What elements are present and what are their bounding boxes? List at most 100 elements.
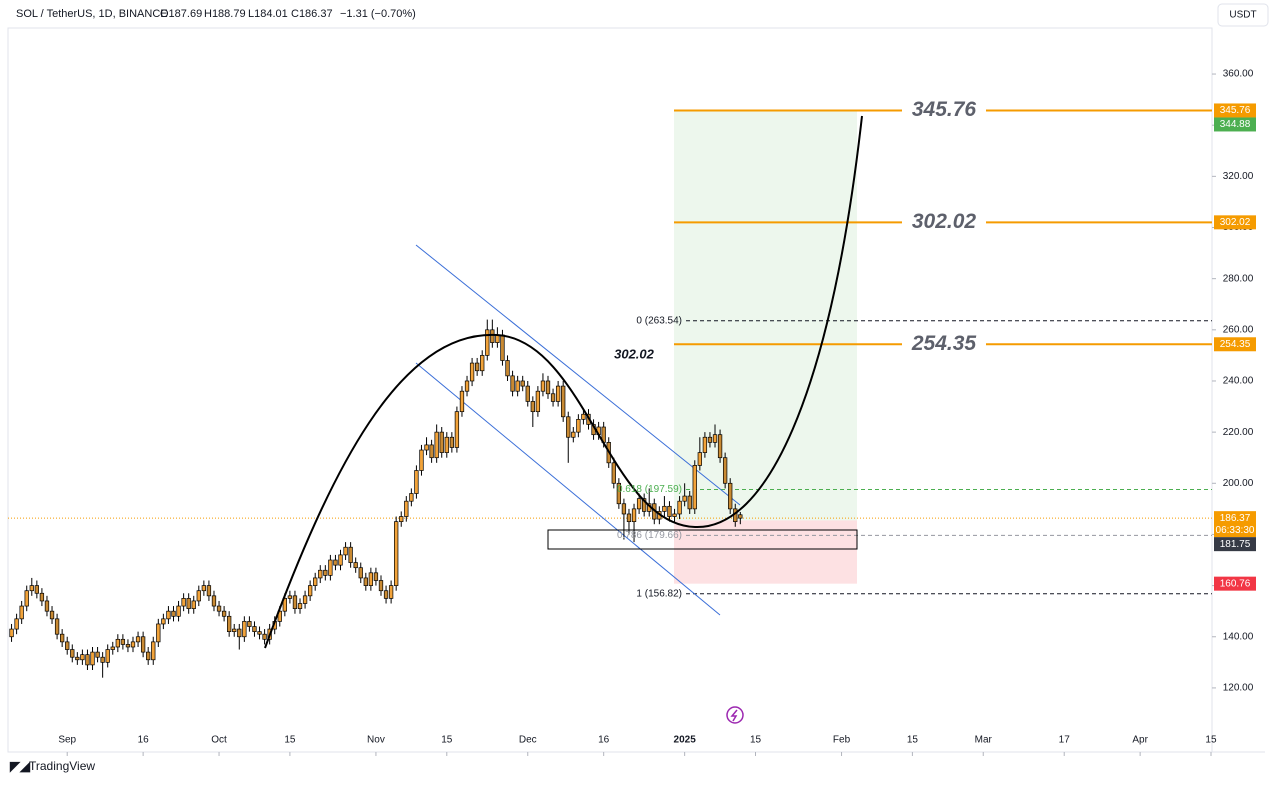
candle-body	[535, 390, 541, 413]
x-tick-label: 15	[284, 735, 296, 746]
candle-body	[323, 569, 328, 576]
candle-body	[29, 585, 34, 592]
candle-body	[232, 628, 237, 632]
ohlc-high: H188.79	[204, 8, 246, 20]
candle-body	[621, 503, 627, 515]
candle-body	[424, 444, 429, 451]
candle-body	[181, 598, 186, 607]
price-label	[1214, 103, 1256, 118]
y-tick-label: 220.00	[1223, 427, 1254, 438]
candle-body	[221, 610, 227, 617]
candle-body	[702, 436, 708, 453]
candle-body	[120, 638, 126, 645]
y-tick-label: 140.00	[1223, 631, 1254, 642]
event-icon-bolt	[730, 709, 738, 722]
candle-body	[682, 495, 687, 502]
candle-body	[80, 654, 85, 661]
candle-body	[373, 572, 379, 581]
candle-body	[434, 431, 439, 459]
candle-body	[95, 651, 100, 658]
candle-body	[19, 605, 24, 620]
candle-body	[252, 626, 257, 632]
currency[interactable]: USDT	[1229, 10, 1256, 21]
cup-curve	[264, 115, 863, 649]
candle-body	[247, 621, 252, 627]
candle-body	[358, 567, 363, 579]
candle-body	[186, 598, 191, 609]
candle-body	[90, 651, 95, 666]
x-tick-label: Mar	[975, 735, 993, 746]
x-tick-label: 15	[1205, 735, 1217, 746]
footer-brand: TradingView	[29, 759, 95, 773]
candle-body	[449, 436, 454, 448]
fib-label: 0.618 (197.59)	[617, 484, 682, 495]
fib-label: 0 (263.54)	[636, 315, 682, 326]
candle-body	[378, 580, 384, 592]
price-label	[1214, 537, 1256, 552]
candle-body	[464, 380, 470, 392]
candle-body	[667, 505, 672, 517]
x-tick-label: Nov	[367, 735, 385, 746]
candle-body	[566, 416, 571, 438]
level-label: 302.02	[912, 210, 977, 233]
y-tick-label: 260.00	[1223, 324, 1254, 335]
x-tick-label: Sep	[58, 735, 76, 746]
price-label-text: 160.76	[1220, 578, 1251, 589]
logo-mark: ◤◢	[9, 758, 31, 773]
candle-body	[227, 615, 232, 632]
candle-body	[540, 380, 546, 392]
event-icon[interactable]	[726, 706, 744, 724]
candle-body	[677, 500, 682, 515]
candle-body	[328, 559, 333, 576]
price-label-text: 254.35	[1220, 339, 1251, 350]
candle-body	[338, 554, 343, 566]
x-tick-label: 16	[598, 735, 610, 746]
candle-body	[85, 654, 90, 666]
candle-body	[115, 638, 120, 648]
candle-body	[302, 595, 308, 604]
candle-body	[257, 631, 262, 635]
candle-body	[44, 600, 50, 612]
candle-body	[343, 546, 348, 556]
candle-body	[9, 628, 14, 638]
ohlc-change: −1.31 (−0.70%)	[340, 8, 416, 20]
y-tick-label: 200.00	[1223, 478, 1254, 489]
currency-button[interactable]	[1217, 3, 1269, 27]
candle-body	[14, 618, 19, 630]
level-label-bg	[902, 210, 986, 235]
price-label	[1214, 337, 1256, 352]
candle-body	[161, 618, 166, 625]
candle-body	[707, 436, 713, 443]
candle-body	[469, 362, 475, 382]
candle-body	[439, 431, 444, 453]
candle-body	[216, 605, 222, 612]
price-countdown: 06:33:30	[1216, 525, 1255, 536]
y-tick-label: 240.00	[1223, 376, 1254, 387]
candle-body	[626, 513, 632, 523]
y-tick-label: 320.00	[1223, 171, 1254, 182]
price-label	[1214, 117, 1256, 132]
candle-body	[409, 493, 414, 502]
x-tick-label: 16	[138, 735, 150, 746]
ohlc-low: L184.01	[248, 8, 288, 20]
price-label-text: 302.02	[1220, 217, 1251, 228]
symbol: SOL / TetherUS, 1D, BINANCE	[16, 8, 168, 20]
plot-frame	[7, 27, 1213, 753]
candle-body	[135, 636, 141, 643]
candle-body	[394, 521, 399, 586]
candle-body	[561, 385, 566, 418]
channel-lines	[415, 244, 741, 616]
candle-body	[297, 603, 303, 609]
price-label-text: 181.75	[1220, 539, 1251, 550]
level-label: 254.35	[911, 332, 977, 355]
candle-body	[611, 462, 616, 484]
candle-body	[550, 393, 556, 402]
candle-body	[191, 600, 196, 609]
candle-body	[125, 644, 131, 648]
annotation: 302.02	[614, 346, 655, 361]
candle-body	[146, 651, 151, 661]
candle-body	[631, 508, 637, 523]
candle-body	[399, 516, 404, 523]
x-tick-label: Feb	[833, 735, 851, 746]
price-label-text: 345.76	[1220, 105, 1251, 116]
